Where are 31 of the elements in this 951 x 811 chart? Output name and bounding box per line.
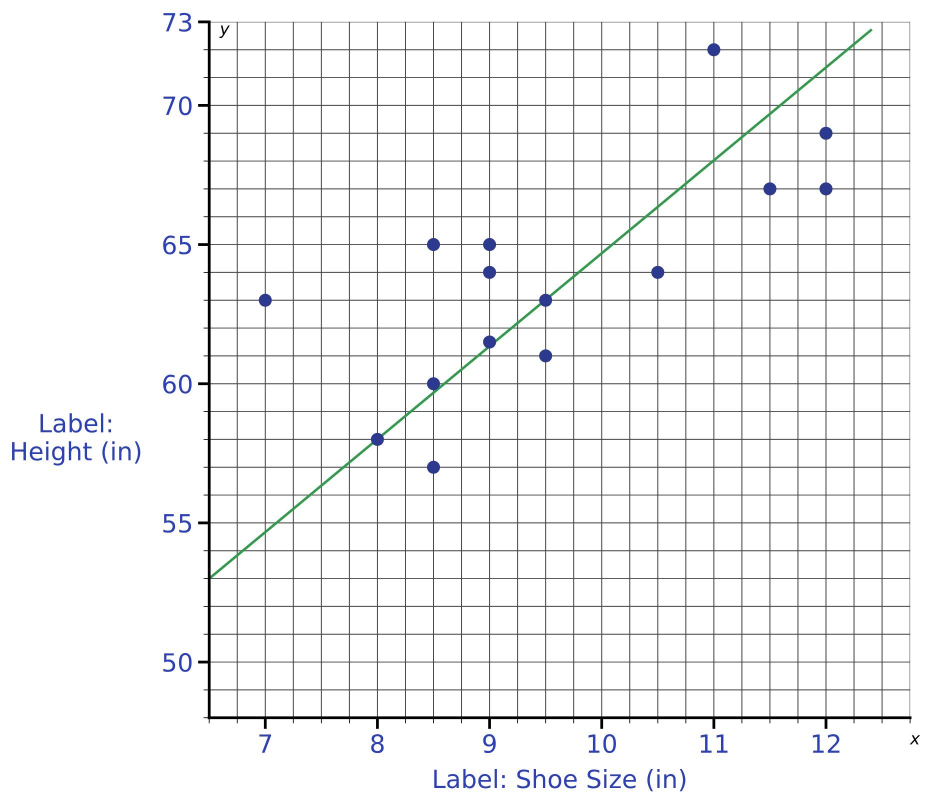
point [258, 294, 272, 307]
point [427, 460, 440, 474]
text: x [910, 735, 920, 744]
x-tick-label: 12 [812, 734, 840, 753]
x-tick-label: 11 [700, 734, 728, 753]
y-tick-label: 50 [163, 653, 192, 672]
y-tick-label: 65 [163, 236, 192, 254]
point [483, 238, 496, 252]
x-tick-label: 9 [483, 734, 496, 754]
x-tick-label: 7 [259, 734, 272, 753]
x-tick-label: 8 [371, 734, 384, 754]
point [539, 349, 552, 362]
point [707, 43, 720, 56]
y-tick-label: 70 [163, 96, 192, 116]
point [427, 238, 440, 252]
point [819, 126, 833, 140]
point [763, 182, 776, 196]
x-axis-title: Label: Shoe Size (in) [434, 769, 686, 792]
point [483, 266, 496, 279]
y-tick-label: 55 [163, 514, 192, 533]
y-tick-label: 73 [163, 12, 192, 32]
y-axis-title: Label: Height (in) [12, 413, 140, 466]
annotation: y [219, 25, 230, 38]
point [370, 432, 384, 446]
point [483, 335, 496, 348]
point [539, 294, 552, 307]
point [819, 182, 833, 196]
point [427, 377, 440, 390]
x-tick-label: 10 [588, 734, 616, 754]
y-tick-label: 60 [163, 374, 192, 394]
point [651, 266, 664, 279]
